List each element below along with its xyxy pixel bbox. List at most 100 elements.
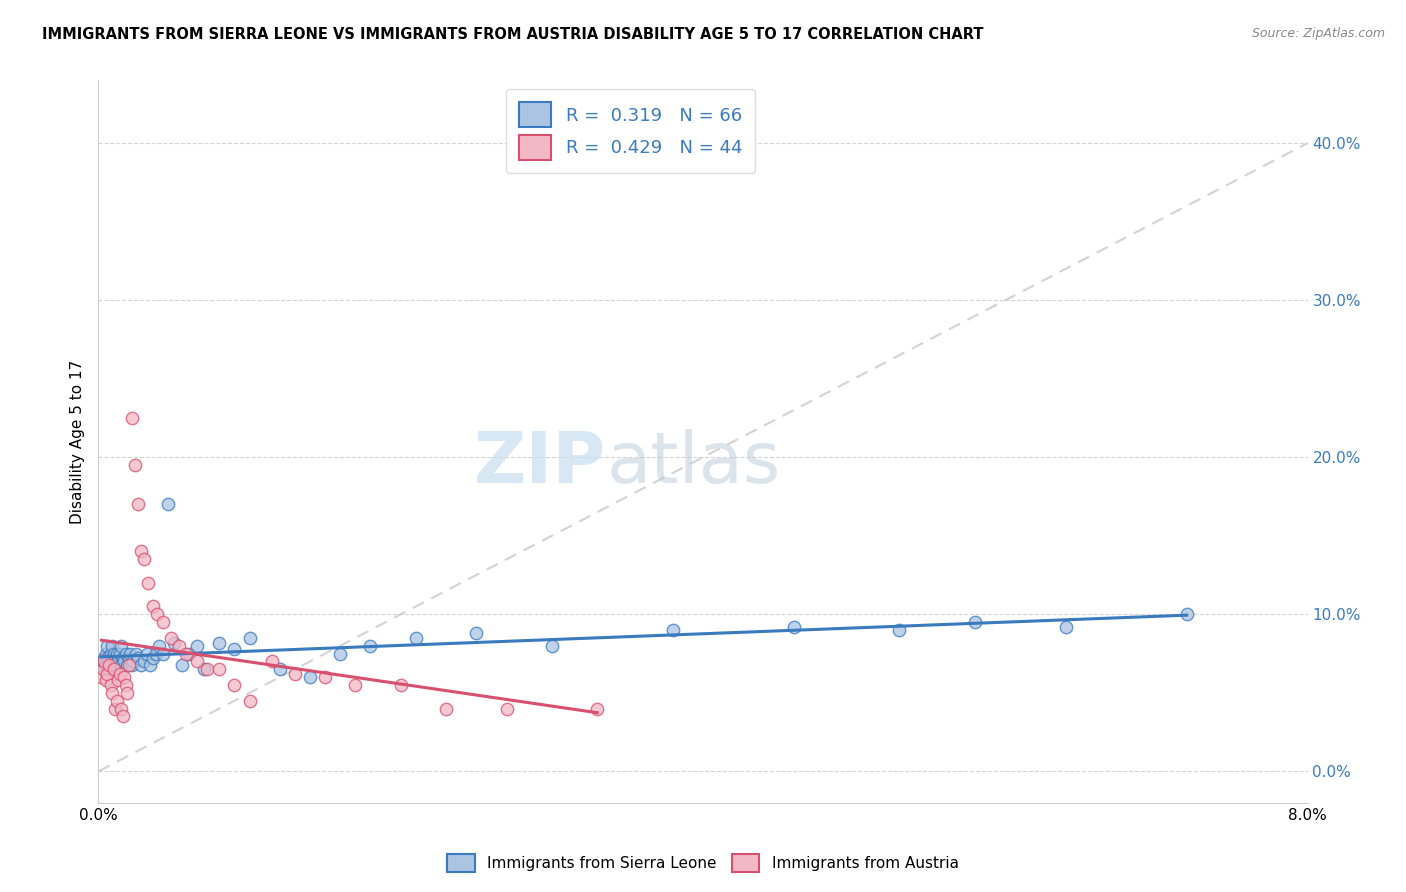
Point — [110, 701, 132, 715]
Point — [94, 673, 117, 688]
Point — [100, 657, 122, 672]
Point — [94, 647, 117, 661]
Point — [121, 657, 143, 672]
Point — [127, 651, 149, 665]
Point — [208, 662, 231, 676]
Point — [101, 651, 124, 665]
Point — [179, 647, 201, 661]
Point — [125, 647, 148, 661]
Point — [104, 657, 127, 672]
Point — [465, 626, 488, 640]
Point — [110, 639, 132, 653]
Point — [96, 639, 118, 653]
Point — [104, 701, 127, 715]
Point — [110, 657, 132, 672]
Point — [167, 639, 190, 653]
Text: atlas: atlas — [606, 429, 780, 498]
Point — [127, 497, 149, 511]
Point — [132, 655, 155, 669]
Point — [152, 615, 174, 630]
Point — [224, 641, 246, 656]
Point — [186, 639, 208, 653]
Text: ZIP: ZIP — [474, 429, 606, 498]
Point — [239, 694, 262, 708]
Point — [105, 694, 128, 708]
Point — [193, 662, 215, 676]
Point — [93, 662, 115, 676]
Point — [540, 639, 562, 653]
Point — [329, 647, 352, 661]
Point — [1054, 620, 1077, 634]
Point — [145, 647, 167, 661]
Point — [142, 599, 165, 614]
Point — [1175, 607, 1198, 622]
Point — [105, 657, 128, 672]
Point — [112, 670, 135, 684]
Point — [91, 662, 114, 676]
Point — [111, 709, 134, 723]
Point — [107, 673, 129, 688]
Point — [103, 662, 125, 676]
Point — [405, 631, 427, 645]
Point — [152, 647, 174, 661]
Legend: Immigrants from Sierra Leone, Immigrants from Austria: Immigrants from Sierra Leone, Immigrants… — [440, 846, 966, 880]
Point — [314, 670, 336, 684]
Point — [115, 686, 138, 700]
Point — [135, 647, 157, 661]
Legend: R =  0.319   N = 66, R =  0.429   N = 44: R = 0.319 N = 66, R = 0.429 N = 44 — [506, 89, 755, 173]
Point — [93, 651, 115, 665]
Point — [360, 639, 382, 653]
Point — [98, 657, 121, 672]
Point — [118, 651, 141, 665]
Point — [783, 620, 806, 634]
Point — [107, 662, 129, 676]
Point — [104, 651, 127, 665]
Point — [105, 647, 128, 661]
Point — [208, 635, 231, 649]
Point — [174, 647, 197, 661]
Point — [148, 639, 170, 653]
Text: Source: ZipAtlas.com: Source: ZipAtlas.com — [1251, 27, 1385, 40]
Point — [114, 678, 136, 692]
Point — [112, 655, 135, 669]
Point — [107, 655, 129, 669]
Point — [100, 678, 122, 692]
Point — [269, 662, 291, 676]
Point — [114, 647, 136, 661]
Point — [284, 667, 307, 681]
Point — [103, 662, 125, 676]
Point — [156, 497, 179, 511]
Point — [90, 670, 112, 684]
Point — [239, 631, 262, 645]
Point — [195, 662, 218, 676]
Point — [94, 657, 117, 672]
Point — [115, 657, 138, 672]
Point — [224, 678, 246, 692]
Point — [103, 655, 125, 669]
Point — [299, 670, 322, 684]
Point — [124, 458, 146, 472]
Point — [120, 647, 142, 661]
Point — [93, 655, 115, 669]
Point — [122, 655, 145, 669]
Point — [129, 544, 152, 558]
Point — [101, 639, 124, 653]
Point — [434, 701, 457, 715]
Point — [96, 651, 118, 665]
Point — [111, 651, 134, 665]
Point — [108, 667, 131, 681]
Point — [100, 647, 122, 661]
Y-axis label: Disability Age 5 to 17: Disability Age 5 to 17 — [69, 359, 84, 524]
Point — [101, 686, 124, 700]
Point — [98, 662, 121, 676]
Point — [91, 655, 114, 669]
Point — [108, 647, 131, 661]
Point — [344, 678, 367, 692]
Point — [889, 623, 911, 637]
Point — [90, 657, 112, 672]
Point — [262, 655, 284, 669]
Point — [118, 657, 141, 672]
Point — [163, 635, 186, 649]
Point — [139, 657, 162, 672]
Point — [103, 647, 125, 661]
